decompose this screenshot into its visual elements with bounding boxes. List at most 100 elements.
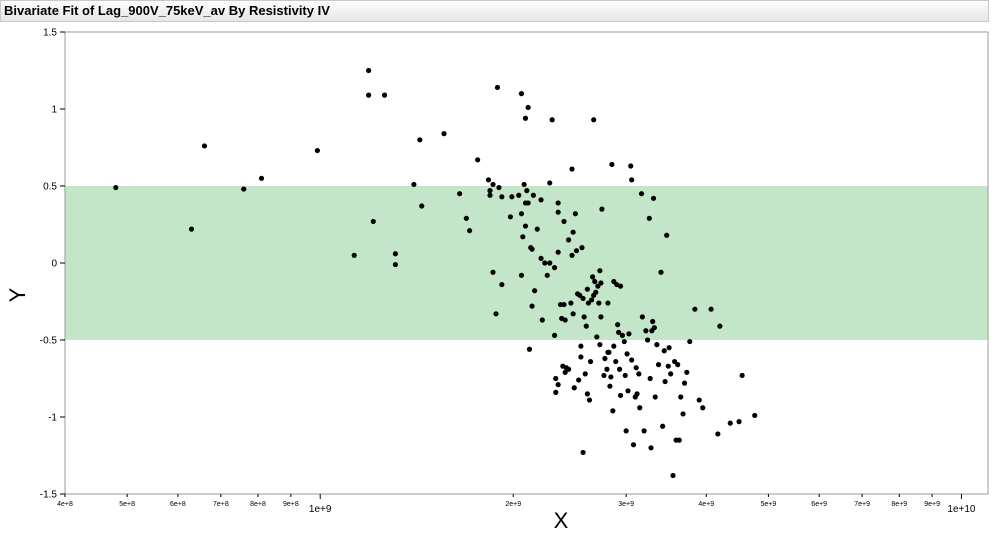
data-point bbox=[467, 228, 473, 234]
data-point bbox=[555, 200, 561, 206]
data-point bbox=[708, 306, 714, 312]
data-point bbox=[566, 237, 572, 243]
data-point bbox=[351, 252, 357, 258]
data-point bbox=[639, 314, 645, 320]
data-point bbox=[562, 369, 568, 375]
data-point bbox=[623, 428, 629, 434]
data-point bbox=[201, 143, 208, 149]
data-point bbox=[622, 372, 628, 379]
data-point bbox=[613, 358, 619, 365]
data-point bbox=[518, 91, 525, 97]
data-point bbox=[739, 372, 745, 379]
data-point bbox=[576, 377, 582, 383]
x-tick-label: 6e+9 bbox=[811, 501, 827, 508]
data-point bbox=[629, 177, 635, 183]
data-point bbox=[370, 218, 376, 225]
x-tick-label: 4e+9 bbox=[698, 501, 714, 508]
data-point bbox=[584, 391, 590, 397]
data-point bbox=[687, 338, 693, 345]
x-tick-label: 1e+9 bbox=[309, 504, 332, 515]
data-point bbox=[616, 329, 622, 335]
data-point bbox=[555, 209, 561, 215]
data-point bbox=[562, 317, 568, 323]
data-point bbox=[591, 117, 597, 123]
data-point bbox=[525, 104, 531, 111]
data-point bbox=[569, 252, 575, 258]
data-point bbox=[615, 322, 621, 328]
data-point bbox=[241, 186, 247, 192]
data-point bbox=[668, 371, 674, 377]
data-point bbox=[638, 191, 645, 197]
data-point bbox=[604, 366, 610, 372]
data-point bbox=[457, 191, 463, 197]
data-point bbox=[496, 184, 502, 191]
data-point bbox=[616, 366, 623, 372]
data-point bbox=[507, 214, 514, 220]
y-tick-label: -0.5 bbox=[40, 336, 58, 347]
target-band bbox=[65, 186, 988, 340]
data-point bbox=[490, 181, 496, 188]
data-point bbox=[392, 261, 398, 268]
data-point bbox=[561, 218, 567, 225]
data-point bbox=[684, 369, 690, 375]
data-point bbox=[680, 411, 686, 417]
data-point bbox=[681, 380, 688, 386]
data-point bbox=[494, 84, 501, 91]
data-point bbox=[551, 332, 558, 338]
data-point bbox=[392, 251, 398, 257]
data-point bbox=[587, 358, 594, 365]
data-point bbox=[647, 375, 653, 382]
data-point bbox=[529, 303, 535, 309]
data-point bbox=[624, 351, 630, 357]
data-point bbox=[736, 419, 742, 425]
data-point bbox=[555, 249, 561, 255]
data-point bbox=[463, 215, 469, 221]
data-point bbox=[493, 311, 499, 317]
data-point bbox=[596, 300, 602, 306]
data-point bbox=[666, 345, 672, 351]
data-point bbox=[499, 281, 505, 288]
data-point bbox=[598, 280, 604, 286]
data-point bbox=[487, 188, 493, 194]
data-point bbox=[551, 265, 558, 271]
data-point bbox=[634, 391, 640, 397]
data-point bbox=[670, 472, 676, 479]
y-tick-label: -1.5 bbox=[40, 490, 58, 501]
data-point bbox=[441, 131, 447, 137]
data-point bbox=[610, 408, 616, 414]
data-point bbox=[258, 175, 265, 181]
data-point bbox=[570, 311, 576, 317]
data-point bbox=[590, 274, 596, 280]
data-point bbox=[314, 147, 320, 154]
data-point bbox=[617, 392, 624, 399]
data-point bbox=[654, 342, 660, 348]
data-point bbox=[581, 314, 587, 320]
x-tick-label: 2e+9 bbox=[505, 501, 521, 508]
data-point bbox=[381, 92, 388, 98]
data-point bbox=[524, 188, 530, 194]
data-point bbox=[593, 289, 599, 295]
data-point bbox=[509, 194, 515, 200]
data-point bbox=[490, 269, 496, 275]
data-point bbox=[692, 306, 698, 312]
data-point bbox=[589, 297, 595, 303]
data-point bbox=[655, 362, 662, 368]
data-point bbox=[538, 255, 544, 261]
data-point bbox=[570, 229, 576, 235]
data-point bbox=[598, 314, 604, 320]
data-point bbox=[475, 157, 481, 163]
data-point bbox=[526, 346, 533, 352]
data-point bbox=[607, 383, 613, 389]
data-point bbox=[628, 163, 634, 169]
data-point bbox=[580, 295, 586, 302]
data-point bbox=[601, 372, 607, 379]
data-point bbox=[499, 194, 505, 200]
data-point bbox=[619, 332, 626, 338]
data-point bbox=[522, 115, 529, 121]
data-point bbox=[625, 388, 631, 394]
data-point bbox=[644, 337, 651, 343]
data-point bbox=[658, 269, 664, 275]
data-point bbox=[678, 394, 684, 400]
x-tick-label: 8e+9 bbox=[891, 501, 907, 508]
